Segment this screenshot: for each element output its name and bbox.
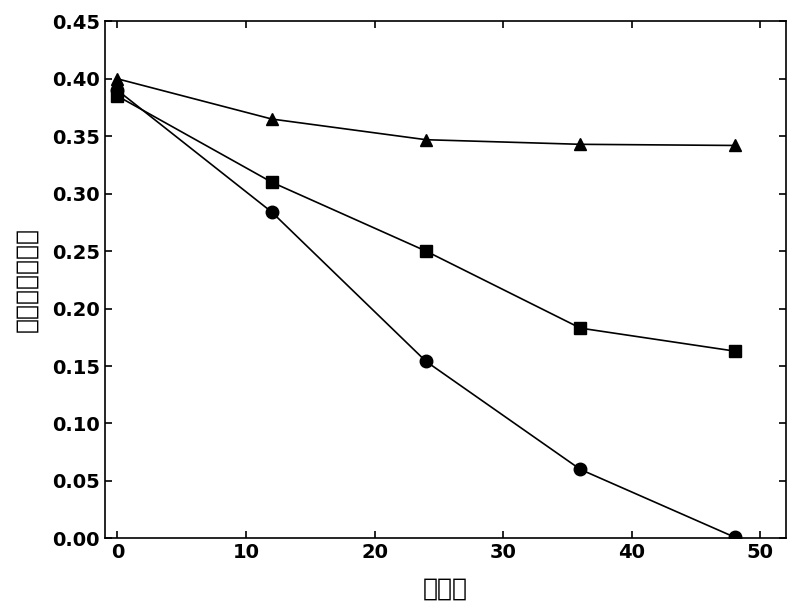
Y-axis label: 硝基本　浓　度: 硝基本 浓 度 [14,227,38,332]
X-axis label: 时　间: 时 间 [423,576,468,600]
